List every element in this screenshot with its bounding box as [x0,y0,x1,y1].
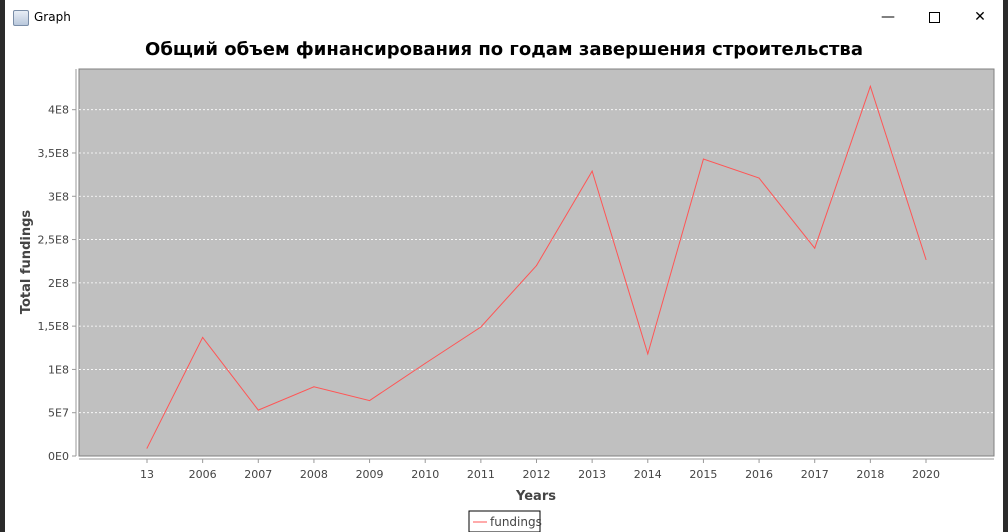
data-point [814,247,816,249]
x-tick-label: 2012 [523,468,551,481]
close-button[interactable]: ✕ [957,0,1003,34]
x-tick-label: 2010 [411,468,439,481]
legend: fundings [468,510,542,532]
data-point [758,177,760,179]
data-point [647,353,649,355]
y-tick-label: 1,5E8 [38,320,69,333]
minimize-icon: — [881,9,895,25]
y-tick-label: 3E8 [48,190,69,203]
window-title: Graph [34,10,71,24]
data-point [202,336,204,338]
x-tick-label: 2018 [856,468,884,481]
y-tick-label: 2,5E8 [38,234,69,247]
legend-label: fundings [490,515,542,529]
x-tick-label: 2009 [356,468,384,481]
data-point [313,386,315,388]
data-point [424,362,426,364]
y-tick-label: 0E0 [48,450,69,463]
close-icon: ✕ [974,9,986,25]
x-tick-label: 2015 [689,468,717,481]
x-tick-label: 2016 [745,468,773,481]
maximize-icon [928,11,940,23]
title-bar: Graph — ✕ [5,0,1003,34]
x-tick-label: 2013 [578,468,606,481]
x-tick-label: 2020 [912,468,940,481]
x-axis-label: Years [515,489,556,504]
data-point [369,400,371,402]
x-tick-label: 13 [140,468,154,481]
x-tick-label: 2011 [467,468,495,481]
x-tick-label: 2014 [634,468,662,481]
y-tick-label: 4E8 [48,104,69,117]
chart-title: Общий объем финансирования по годам заве… [145,39,863,60]
y-axis-label: Total fundings [19,210,34,315]
x-tick-label: 2006 [189,468,217,481]
java-icon [13,10,29,26]
data-point [591,170,593,172]
data-point [480,326,482,328]
y-tick-label: 3,5E8 [38,147,69,160]
maximize-button[interactable] [911,0,957,34]
data-point [869,85,871,87]
plot-area [78,68,995,457]
legend-box [468,510,541,532]
minimize-button[interactable]: — [865,0,911,34]
data-point [536,265,537,267]
data-point [702,158,704,160]
data-point [925,258,927,260]
x-tick-label: 2017 [801,468,829,481]
y-tick-label: 2E8 [48,277,69,290]
y-tick-label: 5E7 [48,407,69,420]
y-tick-label: 1E8 [48,363,69,376]
data-point [146,447,148,449]
data-point [257,409,259,411]
x-tick-label: 2007 [244,468,272,481]
x-tick-label: 2008 [300,468,328,481]
